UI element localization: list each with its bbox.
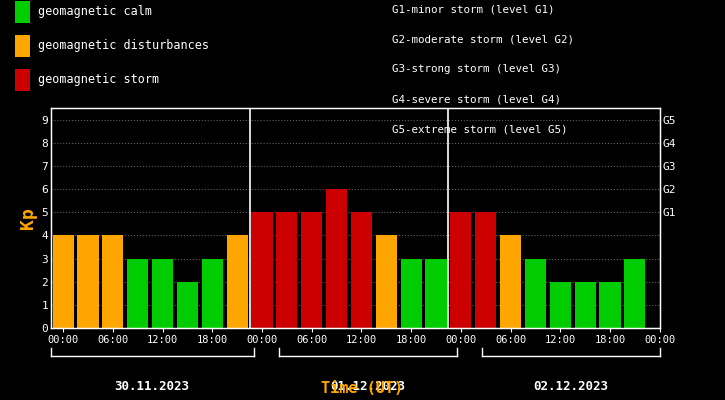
Bar — [102, 235, 123, 328]
Text: G1-minor storm (level G1): G1-minor storm (level G1) — [392, 4, 554, 14]
Text: G5-extreme storm (level G5): G5-extreme storm (level G5) — [392, 124, 567, 134]
Bar — [500, 235, 521, 328]
Bar — [326, 189, 347, 328]
Text: 02.12.2023: 02.12.2023 — [534, 380, 608, 393]
Text: G4-severe storm (level G4): G4-severe storm (level G4) — [392, 94, 560, 104]
Bar — [426, 258, 447, 328]
Bar — [600, 282, 621, 328]
Bar — [475, 212, 497, 328]
Text: geomagnetic calm: geomagnetic calm — [38, 6, 152, 18]
Bar — [525, 258, 546, 328]
Bar — [376, 235, 397, 328]
Bar — [202, 258, 223, 328]
Bar — [127, 258, 149, 328]
Bar — [53, 235, 74, 328]
Text: 01.12.2023: 01.12.2023 — [331, 380, 405, 393]
Bar — [624, 258, 645, 328]
Bar — [276, 212, 297, 328]
Text: Time (UT): Time (UT) — [321, 381, 404, 396]
Bar — [301, 212, 323, 328]
Bar — [78, 235, 99, 328]
Bar — [252, 212, 273, 328]
Text: geomagnetic storm: geomagnetic storm — [38, 74, 159, 86]
Bar — [177, 282, 198, 328]
Text: G2-moderate storm (level G2): G2-moderate storm (level G2) — [392, 34, 573, 44]
Bar — [152, 258, 173, 328]
Bar — [450, 212, 471, 328]
Text: G3-strong storm (level G3): G3-strong storm (level G3) — [392, 64, 560, 74]
Text: geomagnetic disturbances: geomagnetic disturbances — [38, 40, 209, 52]
Y-axis label: Kp: Kp — [19, 207, 37, 229]
Bar — [401, 258, 422, 328]
Text: 30.11.2023: 30.11.2023 — [115, 380, 190, 393]
Bar — [351, 212, 372, 328]
Bar — [550, 282, 571, 328]
Bar — [227, 235, 248, 328]
Bar — [575, 282, 596, 328]
